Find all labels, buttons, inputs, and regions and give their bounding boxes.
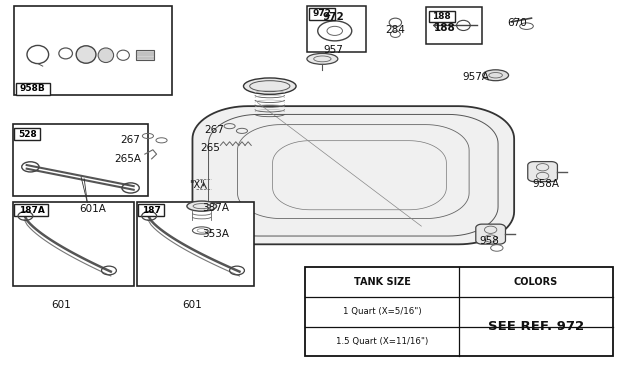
Ellipse shape: [307, 53, 338, 64]
Bar: [13, 202, 134, 286]
Text: 187A: 187A: [19, 205, 45, 215]
Text: 601: 601: [51, 300, 71, 310]
Ellipse shape: [482, 70, 508, 81]
Ellipse shape: [187, 201, 216, 211]
Ellipse shape: [76, 46, 96, 63]
Text: 188: 188: [432, 12, 451, 21]
Text: 284: 284: [386, 25, 405, 35]
Text: 265: 265: [200, 143, 219, 153]
Text: COLORS: COLORS: [514, 277, 558, 287]
Text: 267: 267: [121, 135, 141, 145]
Bar: [138, 204, 164, 216]
Bar: [16, 83, 50, 95]
Bar: [429, 11, 454, 22]
Text: eReplacementParts.com: eReplacementParts.com: [208, 184, 412, 203]
Ellipse shape: [244, 78, 296, 94]
Text: 528: 528: [18, 130, 37, 139]
Polygon shape: [528, 162, 557, 182]
Text: "X": "X": [190, 180, 205, 191]
Bar: [136, 50, 154, 60]
Bar: [427, 7, 482, 43]
Bar: [13, 124, 148, 196]
Bar: [14, 204, 48, 216]
Text: 1.5 Quart (X=11/16"): 1.5 Quart (X=11/16"): [336, 337, 428, 346]
Text: 1 Quart (X=5/16"): 1 Quart (X=5/16"): [343, 307, 422, 316]
Text: 353A: 353A: [203, 229, 229, 239]
Text: 972: 972: [322, 12, 344, 22]
Text: TANK SIZE: TANK SIZE: [353, 277, 410, 287]
Text: 972: 972: [312, 9, 331, 18]
Text: 188: 188: [434, 23, 456, 33]
Text: SEE REF. 972: SEE REF. 972: [488, 320, 584, 333]
Text: 387A: 387A: [203, 203, 229, 213]
Text: 958B: 958B: [20, 84, 46, 93]
Text: 958A: 958A: [533, 179, 560, 189]
Text: 265A: 265A: [114, 154, 141, 164]
Text: 670: 670: [507, 18, 527, 28]
Text: 601A: 601A: [79, 204, 105, 214]
Text: 267: 267: [204, 125, 224, 135]
Bar: [309, 8, 335, 20]
Text: 958: 958: [479, 236, 499, 246]
Bar: [14, 6, 172, 95]
Text: 601: 601: [182, 300, 202, 310]
Ellipse shape: [98, 48, 113, 62]
Bar: [307, 6, 366, 51]
Polygon shape: [192, 106, 514, 244]
Bar: [14, 128, 40, 140]
Text: 957: 957: [324, 45, 343, 55]
Bar: [305, 267, 613, 356]
Polygon shape: [476, 224, 505, 244]
Bar: [137, 202, 254, 286]
Text: 957A: 957A: [463, 72, 489, 82]
Text: 187: 187: [141, 205, 161, 215]
